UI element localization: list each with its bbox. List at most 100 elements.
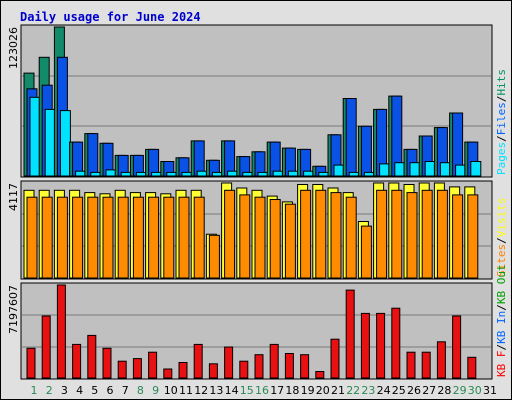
- y-max-label: 123026: [7, 27, 20, 69]
- bar-kb-f: [148, 351, 158, 379]
- x-tick-label: 10: [164, 384, 178, 397]
- x-tick-label: 31: [483, 384, 497, 397]
- legend-entry: /: [495, 135, 508, 142]
- bar-pages: [151, 171, 163, 177]
- x-tick-label: 22: [346, 384, 360, 397]
- x-tick-label: 21: [331, 384, 345, 397]
- x-tick-label: 30: [468, 384, 482, 397]
- bar-kb-f: [208, 363, 218, 379]
- legend-entry: Pages: [495, 142, 508, 175]
- x-tick-label: 4: [76, 384, 83, 397]
- chart-title: Daily usage for June 2024: [20, 10, 201, 24]
- bar-kb-f: [391, 307, 401, 379]
- bar-sites: [467, 194, 479, 279]
- bar-pages: [424, 161, 436, 177]
- y-max-label: 7197607: [7, 285, 20, 334]
- x-tick-label: 18: [285, 384, 299, 397]
- legend-entry: Hits: [495, 69, 508, 96]
- bar-pages: [211, 171, 223, 177]
- bar-pages: [166, 171, 178, 177]
- bar-pages: [29, 96, 41, 177]
- bar-sites: [239, 194, 251, 279]
- x-tick-label: 28: [437, 384, 451, 397]
- x-tick-label: 20: [316, 384, 330, 397]
- bar-pages: [379, 163, 391, 177]
- legend-entry: KB F: [495, 351, 508, 378]
- bar-pages: [272, 170, 284, 177]
- x-tick-label: 24: [377, 384, 391, 397]
- bar-sites: [300, 189, 312, 279]
- legend-entry: Sites: [495, 244, 508, 277]
- bar-pages: [303, 170, 315, 177]
- bar-pages: [470, 161, 482, 177]
- legend-kbytes: KB F/KB In/KB Out: [495, 264, 508, 377]
- bar-pages: [105, 169, 117, 177]
- bar-sites: [26, 196, 38, 279]
- x-tick-label: 25: [392, 384, 406, 397]
- bar-pages: [120, 171, 132, 177]
- x-tick-label: 17: [270, 384, 284, 397]
- bar-pages: [333, 164, 345, 177]
- bar-pages: [196, 170, 208, 177]
- bar-sites: [178, 196, 190, 279]
- legend-entry: KB Out: [495, 264, 508, 304]
- bar-pages: [59, 110, 71, 177]
- bar-sites: [102, 196, 114, 279]
- x-tick-label: 12: [194, 384, 208, 397]
- bar-sites: [148, 196, 160, 279]
- bar-pages: [318, 171, 330, 177]
- bar-kb-f: [132, 358, 142, 379]
- x-tick-label: 3: [61, 384, 68, 397]
- x-tick-label: 16: [255, 384, 269, 397]
- bar-kb-f: [239, 360, 249, 379]
- bar-files: [345, 98, 357, 177]
- legend-entry: /: [495, 344, 508, 351]
- x-tick-label: 23: [361, 384, 375, 397]
- bar-kb-f: [421, 351, 431, 379]
- bar-kb-f: [117, 360, 127, 379]
- bar-pages: [257, 171, 269, 177]
- legend-entry: /: [495, 96, 508, 103]
- legend-entry: Files: [495, 102, 508, 135]
- bar-kb-f: [254, 354, 264, 379]
- bar-sites: [72, 196, 84, 279]
- bar-kb-f: [178, 362, 188, 379]
- bar-sites: [117, 196, 129, 279]
- bar-kb-f: [467, 356, 477, 379]
- bar-kb-f: [406, 351, 416, 379]
- bar-kb-f: [436, 341, 446, 379]
- x-tick-label: 8: [137, 384, 144, 397]
- x-tick-label: 15: [240, 384, 254, 397]
- bar-kb-f: [193, 343, 203, 379]
- bar-sites: [284, 203, 296, 279]
- x-tick-label: 29: [453, 384, 467, 397]
- x-tick-label: 27: [422, 384, 436, 397]
- bar-pages: [409, 162, 421, 177]
- bar-sites: [360, 225, 372, 279]
- bar-kb-f: [224, 346, 234, 379]
- bar-kb-f: [284, 353, 294, 379]
- x-tick-label: 2: [46, 384, 53, 397]
- bar-pages: [287, 170, 299, 177]
- bar-kb-f: [376, 312, 386, 379]
- bar-pages: [181, 171, 193, 177]
- bar-sites: [406, 192, 418, 279]
- x-tick-label: 1: [31, 384, 38, 397]
- bar-kb-f: [315, 371, 325, 379]
- bar-sites: [163, 196, 175, 279]
- bar-pages: [75, 170, 87, 177]
- bar-kb-f: [102, 347, 112, 379]
- bar-sites: [224, 189, 236, 279]
- x-tick-label: 6: [107, 384, 114, 397]
- legend-entry: Visits: [495, 198, 508, 238]
- bar-sites: [254, 196, 266, 279]
- bar-kb-f: [300, 354, 310, 379]
- bar-kb-f: [345, 289, 355, 379]
- bar-kb-f: [330, 338, 340, 379]
- legend-entry: KB In: [495, 311, 508, 344]
- bar-kb-f: [56, 284, 66, 379]
- x-tick-label: 11: [179, 384, 193, 397]
- bar-sites: [436, 189, 448, 279]
- bar-sites: [193, 196, 205, 279]
